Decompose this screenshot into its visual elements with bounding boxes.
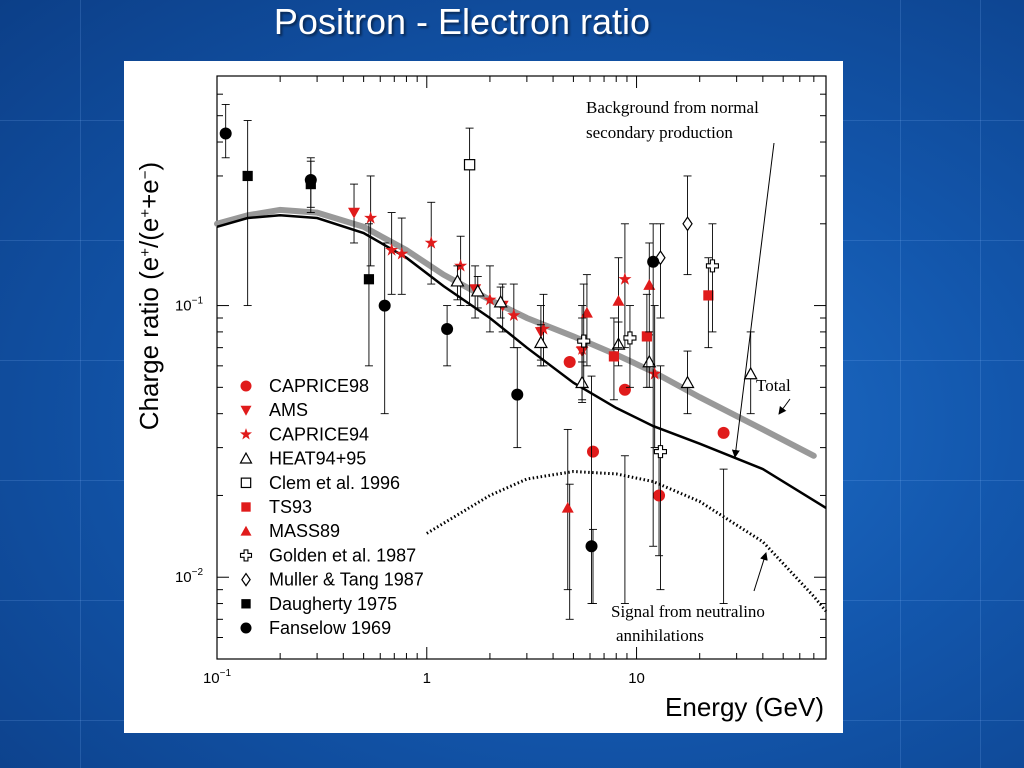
caprice98-point [618, 383, 631, 396]
axis-ticks: 10−1 1 10 10−2 10−1 [175, 76, 827, 687]
caprice94-point [424, 236, 438, 249]
data-points [219, 104, 758, 620]
mass89-point [643, 279, 656, 290]
heat94-95-point [743, 366, 758, 380]
caprice94-point [395, 247, 409, 260]
legend-marker-clem-et-al-1996 [240, 477, 252, 489]
legend-label-mass89: MASS89 [269, 521, 340, 541]
caprice98-point [653, 489, 666, 502]
caprice94-point [575, 342, 589, 355]
fanselow-1969-point [378, 299, 391, 312]
legend-label-muller-tang-1987: Muller & Tang 1987 [269, 570, 424, 590]
golden-et-al-1987-point [577, 334, 591, 348]
legend-marker-golden-et-al-1987 [239, 549, 253, 562]
chart-panel: 10−1 1 10 10−2 10−1 Background from normal s… [124, 61, 843, 733]
caprice94-point [364, 211, 378, 224]
x-axis-label: Energy (GeV) [665, 692, 824, 722]
heat94-95-point [575, 375, 590, 389]
legend-label-ts93: TS93 [269, 497, 312, 517]
caprice94-point [648, 367, 662, 380]
background-grid-line [980, 0, 981, 768]
total-label-arrow [778, 398, 791, 415]
caprice98-point [563, 355, 576, 368]
legend-marker-fanselow-1969 [240, 622, 252, 634]
heat94-95-point [680, 375, 695, 389]
x-tick-label: 10 [628, 670, 645, 687]
golden-et-al-1987-point [705, 259, 719, 273]
signal-curve [426, 469, 828, 613]
legend: CAPRICE98 AMS CAPRICE94 HEAT94+95 Clem et al… [239, 376, 424, 638]
clem-et-al-1996-point [463, 159, 476, 171]
background-label-line1: Background from normal [586, 98, 759, 117]
caprice94-point [483, 292, 497, 306]
legend-marker-ts93 [241, 502, 251, 512]
fanselow-1969-point [304, 173, 317, 186]
legend-marker-mass89 [240, 525, 252, 536]
daugherty-1975-point [363, 274, 375, 285]
background-label-arrow [731, 142, 775, 458]
legend-label-ams: AMS [269, 400, 308, 420]
fanselow-1969-point [441, 322, 454, 335]
chart: 10−1 1 10 10−2 10−1 Background from normal s… [134, 75, 828, 722]
legend-label-caprice98: CAPRICE98 [269, 376, 369, 396]
background-grid-line [900, 0, 901, 768]
legend-marker-heat94-95 [239, 451, 253, 464]
fanselow-1969-point [585, 540, 598, 553]
legend-marker-caprice94 [240, 428, 252, 440]
plot-frame [216, 75, 827, 660]
legend-label-fanselow-1969: Fanselow 1969 [269, 618, 391, 638]
caprice94-point [507, 308, 521, 321]
mass89-point [580, 306, 593, 318]
heat94-95-point [493, 294, 508, 308]
fanselow-1969-point [219, 127, 232, 140]
y-tick-label: 10−1 [175, 296, 204, 315]
legend-label-heat94-95: HEAT94+95 [269, 449, 366, 469]
y-axis-label: Charge ratio (e+/(e++e−) [134, 162, 164, 430]
daugherty-1975-point [242, 170, 253, 182]
caprice94-point [536, 322, 550, 335]
heat94-95-point [533, 335, 548, 349]
fanselow-1969-point [647, 255, 660, 268]
legend-label-clem-et-al-1996: Clem et al. 1996 [269, 473, 400, 493]
total-label: Total [756, 376, 791, 395]
y-tick-label: 10−2 [175, 567, 204, 586]
legend-label-daugherty-1975: Daugherty 1975 [269, 594, 397, 614]
heat94-95-point [470, 283, 485, 297]
ts93-point [641, 331, 652, 342]
caprice98-point [587, 445, 600, 458]
heat94-95-point [642, 354, 657, 368]
x-tick-label: 1 [423, 670, 431, 687]
mass89-point [612, 294, 625, 306]
caprice98-point [717, 426, 730, 439]
legend-marker-muller-tang-1987 [241, 572, 251, 587]
background-label-line2: secondary production [586, 123, 733, 142]
legend-marker-caprice98 [240, 380, 252, 392]
heat94-95-point [450, 273, 465, 287]
caprice94-point [618, 272, 632, 285]
golden-et-al-1987-point [653, 445, 668, 459]
muller-tang-1987-point [682, 216, 693, 232]
plot-area-border [216, 75, 827, 660]
fanselow-1969-point [511, 388, 524, 401]
mass89-point [561, 501, 574, 513]
ts93-point [608, 351, 620, 362]
legend-marker-ams [240, 405, 252, 416]
caprice94-point [454, 259, 468, 272]
ts93-point [703, 290, 714, 301]
background-grid-line [80, 0, 81, 768]
golden-et-al-1987-point [623, 331, 637, 345]
legend-label-golden-et-al-1987: Golden et al. 1987 [269, 545, 416, 565]
x-tick-label: 10−1 [203, 668, 232, 687]
signal-label-arrow [753, 552, 768, 592]
slide-title: Positron - Electron ratio [273, 1, 651, 42]
legend-label-caprice94: CAPRICE94 [269, 424, 369, 444]
ams-point [348, 207, 361, 219]
legend-marker-daugherty-1975 [241, 599, 251, 609]
signal-label-line2: annihilations [616, 626, 704, 645]
signal-label-line1: Signal from neutralino [611, 602, 765, 621]
caprice94-point [385, 243, 399, 256]
annotations: Background from normal secondary product… [586, 98, 791, 645]
